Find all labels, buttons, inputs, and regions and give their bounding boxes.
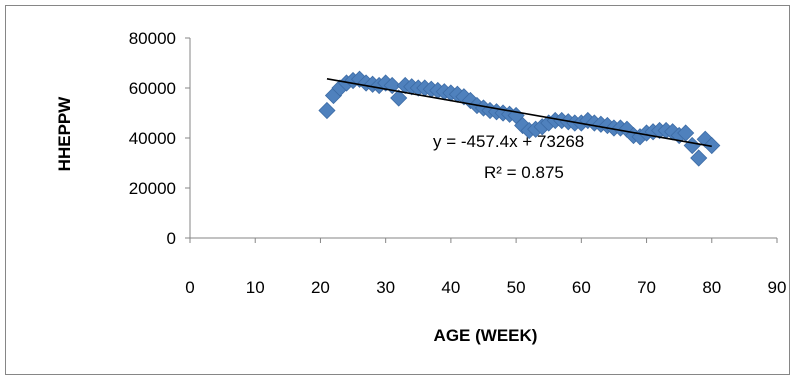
y-tick-label: 40000 <box>129 129 176 148</box>
x-tick-label: 60 <box>572 278 591 297</box>
plot-area <box>185 37 778 243</box>
y-axis-title: HHEPPW <box>55 96 74 172</box>
x-tick-label: 10 <box>246 278 265 297</box>
x-tick-label: 20 <box>311 278 330 297</box>
y-tick-label: 0 <box>167 229 176 248</box>
y-tick-label: 60000 <box>129 79 176 98</box>
data-point <box>390 89 408 107</box>
x-tick-label: 40 <box>441 278 460 297</box>
trendline-group <box>326 78 712 148</box>
x-tick-label: 70 <box>637 278 656 297</box>
chart-area: 0 20000 40000 60000 80000 0 10 20 30 40 50 60 70 80 9… <box>5 5 790 375</box>
x-tick-label: 0 <box>185 278 194 297</box>
y-tick-labels: 0 20000 40000 60000 80000 <box>129 29 176 248</box>
trendline-equation: y = -457.4x + 73268 <box>433 132 584 151</box>
x-tick-label: 50 <box>507 278 526 297</box>
x-tick-label: 90 <box>768 278 787 297</box>
chart-svg: 0 20000 40000 60000 80000 0 10 20 30 40 50 60 70 80 9… <box>55 29 786 345</box>
r-squared-label: R² = 0.875 <box>484 163 564 182</box>
y-tick-label: 20000 <box>129 179 176 198</box>
trendline <box>326 78 712 148</box>
y-tick-label: 80000 <box>129 29 176 48</box>
data-points <box>318 70 721 167</box>
x-axis-title: AGE (WEEK) <box>434 326 538 345</box>
data-point <box>318 101 336 120</box>
x-tick-label: 30 <box>376 278 395 297</box>
x-tick-label: 80 <box>702 278 721 297</box>
data-point <box>690 149 708 167</box>
x-tick-labels: 0 10 20 30 40 50 60 70 80 90 <box>185 278 786 297</box>
